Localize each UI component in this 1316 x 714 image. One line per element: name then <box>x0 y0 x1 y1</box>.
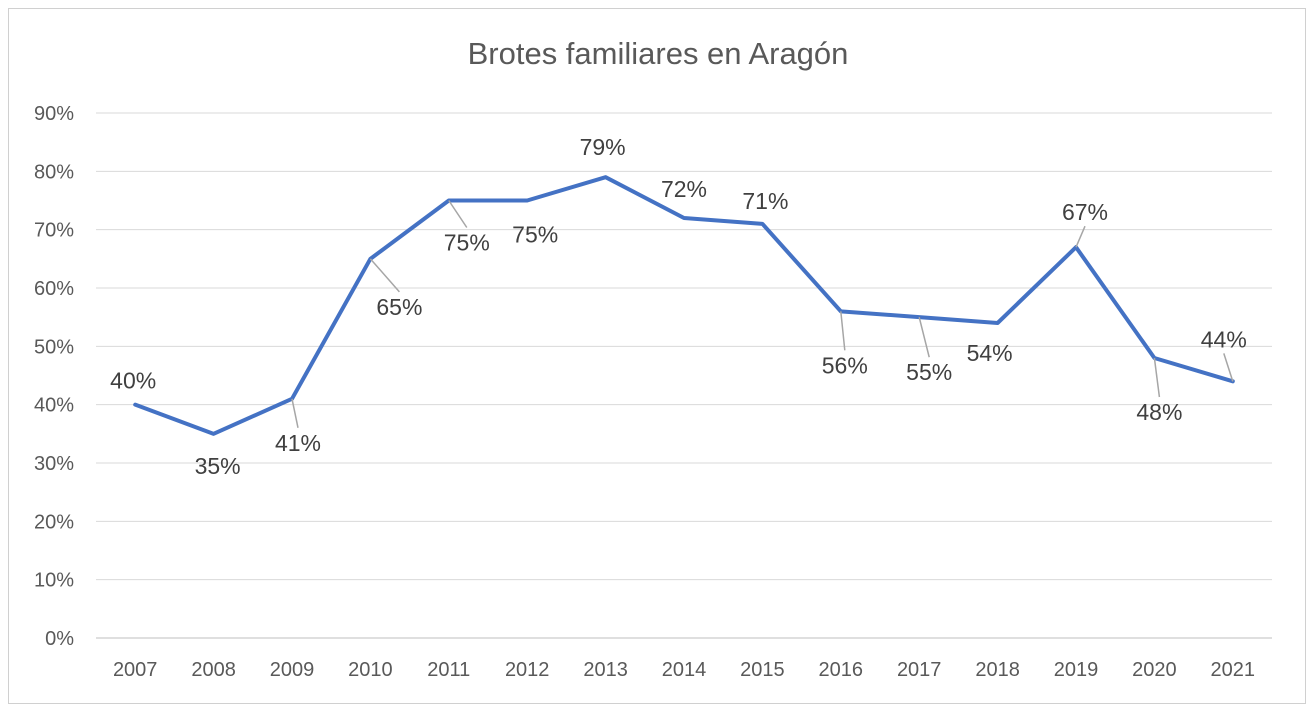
x-tick-label: 2016 <box>819 659 864 681</box>
data-label: 71% <box>742 188 788 214</box>
data-label: 55% <box>906 359 952 385</box>
data-label: 72% <box>661 176 707 202</box>
data-label-leader <box>291 398 299 428</box>
y-tick-label: 80% <box>34 161 74 183</box>
data-label: 79% <box>580 134 626 160</box>
data-label-leader <box>1153 357 1161 398</box>
x-tick-label: 2014 <box>662 659 707 681</box>
data-label-leader <box>1075 225 1086 248</box>
y-tick-label: 40% <box>34 395 74 417</box>
data-label: 75% <box>444 230 490 256</box>
data-label: 56% <box>822 352 868 378</box>
x-tick-label: 2007 <box>113 659 158 681</box>
chart-title: Brotes familiares en Aragón <box>467 36 849 71</box>
data-label: 65% <box>376 294 422 320</box>
data-label-leader <box>840 311 846 351</box>
data-label: 35% <box>195 453 241 479</box>
data-label: 41% <box>275 430 321 456</box>
data-label: 54% <box>967 340 1013 366</box>
x-tick-label: 2021 <box>1211 659 1256 681</box>
data-label: 48% <box>1136 399 1182 425</box>
x-tick-label: 2019 <box>1054 659 1099 681</box>
x-tick-label: 2017 <box>897 659 942 681</box>
x-tick-label: 2009 <box>270 659 315 681</box>
data-label: 44% <box>1201 326 1247 352</box>
data-label: 75% <box>512 222 558 248</box>
x-tick-label: 2008 <box>191 659 236 681</box>
y-tick-label: 50% <box>34 336 74 358</box>
y-tick-label: 20% <box>34 511 74 533</box>
x-tick-label: 2015 <box>740 659 785 681</box>
x-tick-label: 2018 <box>975 659 1020 681</box>
data-label: 40% <box>110 368 156 394</box>
data-label-leader <box>448 200 468 228</box>
series-line <box>133 175 1235 436</box>
y-tick-label: 0% <box>45 628 74 650</box>
y-tick-label: 60% <box>34 278 74 300</box>
y-tick-label: 10% <box>34 570 74 592</box>
data-label-leader <box>1223 353 1234 382</box>
x-tick-label: 2011 <box>427 659 470 681</box>
data-label-leader <box>369 258 400 293</box>
x-tick-label: 2020 <box>1132 659 1177 681</box>
y-tick-label: 70% <box>34 220 74 242</box>
data-label-leader <box>918 316 930 358</box>
x-tick-label: 2010 <box>348 659 393 681</box>
y-tick-label: 30% <box>34 453 74 475</box>
chart-frame <box>8 8 1306 704</box>
data-label: 67% <box>1062 199 1108 225</box>
x-tick-label: 2013 <box>583 659 628 681</box>
x-tick-label: 2012 <box>505 659 550 681</box>
y-tick-label: 90% <box>34 103 74 125</box>
